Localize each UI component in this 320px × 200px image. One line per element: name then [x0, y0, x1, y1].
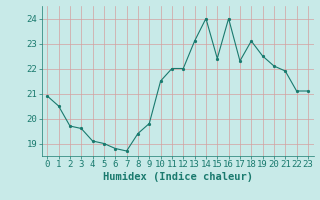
X-axis label: Humidex (Indice chaleur): Humidex (Indice chaleur) — [103, 172, 252, 182]
